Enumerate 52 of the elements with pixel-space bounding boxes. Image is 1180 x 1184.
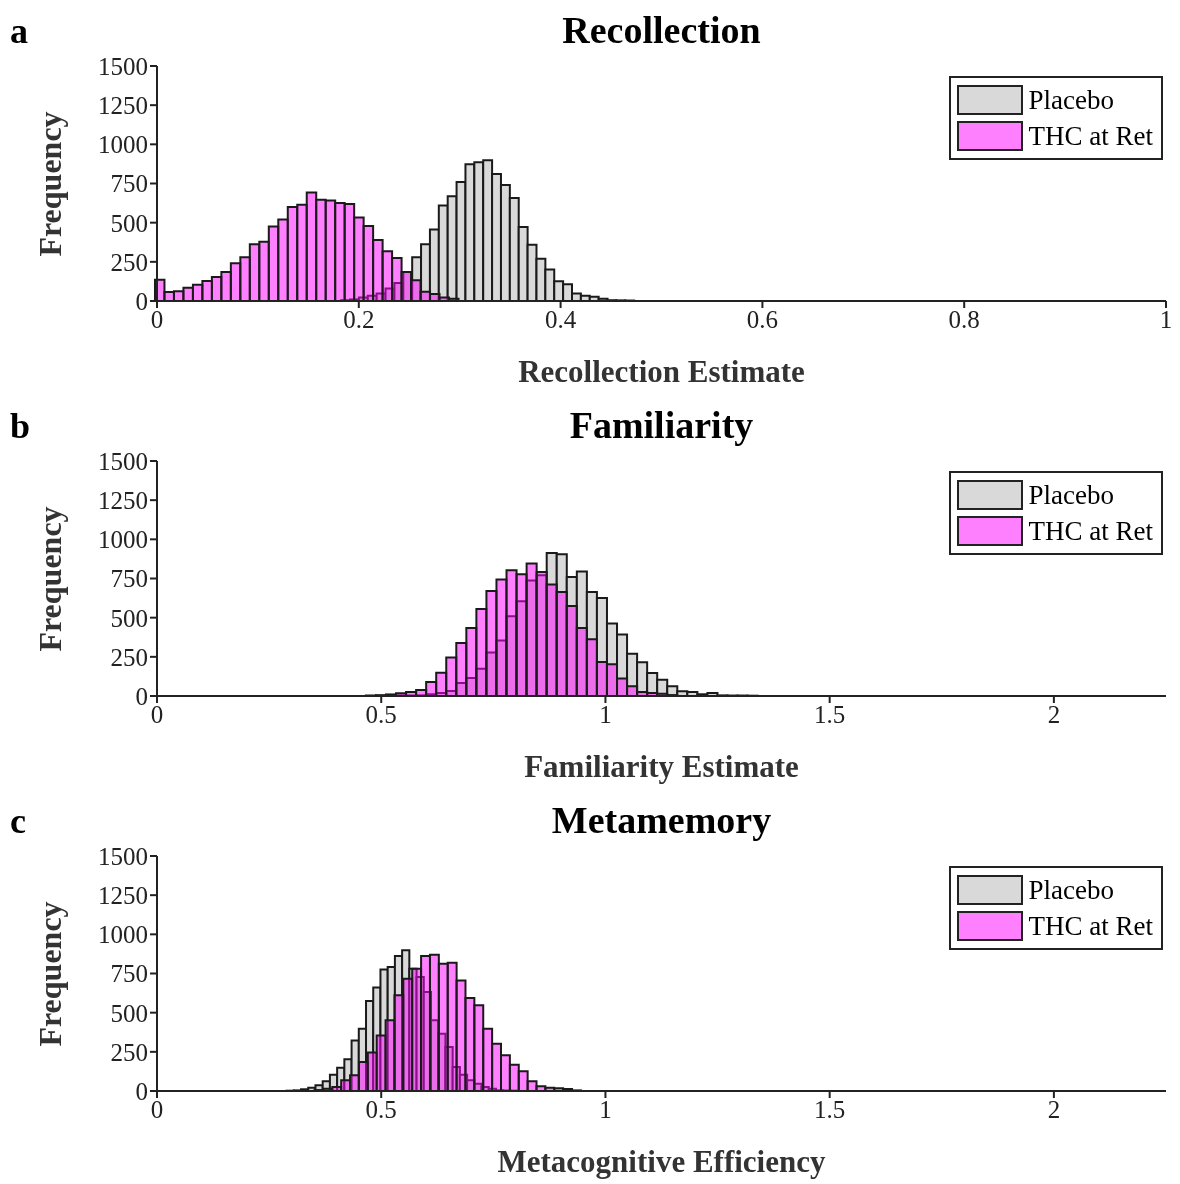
x-tick-label: 1.5 bbox=[814, 1095, 846, 1123]
x-tick-label: 1 bbox=[599, 1095, 612, 1123]
y-tick-label: 500 bbox=[110, 209, 148, 237]
x-axis-title: Familiarity Estimate bbox=[524, 749, 799, 785]
chart-title: Metamemory bbox=[551, 798, 772, 842]
y-tick-label: 1500 bbox=[98, 52, 148, 80]
y-tick-label: 1500 bbox=[98, 842, 148, 870]
y-tick-label: 250 bbox=[110, 248, 148, 276]
legend-label: Placebo bbox=[1028, 479, 1114, 511]
y-axis-title: Frequency bbox=[31, 110, 69, 257]
y-tick-label: 1250 bbox=[98, 487, 148, 515]
y-tick-label: 500 bbox=[110, 999, 148, 1027]
y-axis-title: Frequency bbox=[31, 505, 69, 652]
chart-title: Recollection bbox=[562, 8, 761, 52]
y-tick-label: 0 bbox=[135, 287, 148, 315]
y-tick-label: 1000 bbox=[98, 131, 148, 159]
y-axis-title: Frequency bbox=[31, 900, 69, 1047]
y-tick-label: 250 bbox=[110, 1038, 148, 1066]
x-tick-label: 0.8 bbox=[948, 305, 980, 333]
y-tick-label: 1000 bbox=[98, 921, 148, 949]
text: b bbox=[10, 405, 31, 447]
legend-label: Placebo bbox=[1028, 874, 1114, 906]
y-tick-label: 750 bbox=[110, 960, 148, 988]
y-tick-label: 750 bbox=[110, 565, 148, 593]
text: c bbox=[10, 800, 26, 842]
x-tick-label: 1 bbox=[599, 700, 612, 728]
x-tick-label: 0.2 bbox=[343, 305, 375, 333]
x-tick-label: 1 bbox=[1159, 305, 1173, 333]
x-tick-label: 0.5 bbox=[365, 700, 397, 728]
x-tick-label: 2 bbox=[1047, 1095, 1061, 1123]
y-tick-label: 750 bbox=[110, 170, 148, 198]
x-tick-label: 0.6 bbox=[746, 305, 779, 333]
y-tick-label: 1250 bbox=[98, 882, 148, 910]
text: a bbox=[10, 10, 28, 52]
y-tick-label: 250 bbox=[110, 643, 148, 671]
y-tick-label: 1000 bbox=[98, 526, 148, 554]
y-tick-label: 1500 bbox=[98, 447, 148, 475]
x-tick-label: 2 bbox=[1047, 700, 1061, 728]
y-tick-label: 0 bbox=[135, 682, 148, 710]
chart-title: Familiarity bbox=[569, 403, 754, 447]
x-tick-label: 0.5 bbox=[365, 1095, 397, 1123]
y-tick-label: 500 bbox=[110, 604, 148, 632]
legend-label: THC at Ret bbox=[1028, 910, 1153, 942]
legend-label: Placebo bbox=[1028, 84, 1114, 116]
y-tick-label: 0 bbox=[135, 1077, 148, 1105]
y-tick-label: 1250 bbox=[98, 92, 148, 120]
x-tick-label: 1.5 bbox=[814, 700, 846, 728]
x-axis-title: Metacognitive Efficiency bbox=[497, 1144, 826, 1180]
legend-label: THC at Ret bbox=[1028, 120, 1153, 152]
x-axis-title: Recollection Estimate bbox=[518, 354, 805, 390]
x-tick-label: 0.4 bbox=[544, 305, 577, 333]
legend-label: THC at Ret bbox=[1028, 515, 1153, 547]
